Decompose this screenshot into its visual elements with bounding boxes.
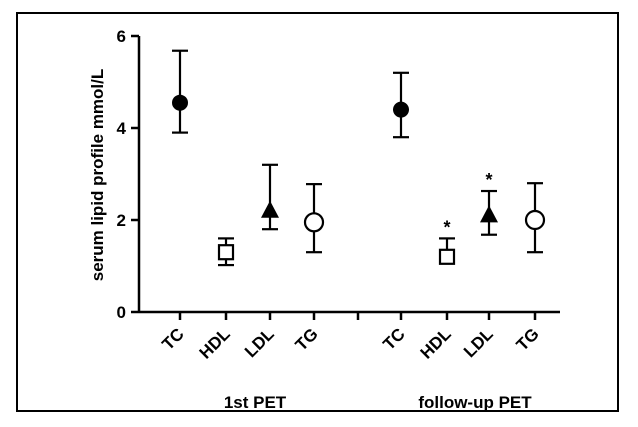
x-tick-label: LDL [241,324,278,361]
data-point-ldl [480,205,498,223]
x-tick-label: TC [158,324,187,353]
y-tick-label: 4 [117,119,127,138]
group-label: follow-up PET [418,393,532,412]
y-tick-label: 2 [117,211,126,230]
data-point-tc [172,94,188,111]
data-point-tc [393,101,409,118]
x-tick-label: HDL [417,324,455,362]
significance-asterisk: * [485,170,492,190]
figure-frame [16,12,619,412]
x-tick-label: HDL [196,324,234,362]
y-axis-label: serum lipid profile mmol/L [88,69,107,282]
data-point-hdl [217,244,235,261]
data-point-tg [303,212,325,233]
group-label: 1st PET [224,393,287,412]
x-tick-label: TG [292,324,322,354]
y-tick-label: 6 [117,27,126,46]
data-point-hdl [438,248,456,265]
data-point-ldl [261,200,279,218]
x-tick-label: LDL [460,324,497,361]
significance-asterisk: * [443,217,450,237]
x-tick-label: TC [379,324,408,353]
x-tick-label: TG [513,324,543,354]
data-point-tg [524,209,546,231]
y-tick-label: 0 [117,303,126,322]
